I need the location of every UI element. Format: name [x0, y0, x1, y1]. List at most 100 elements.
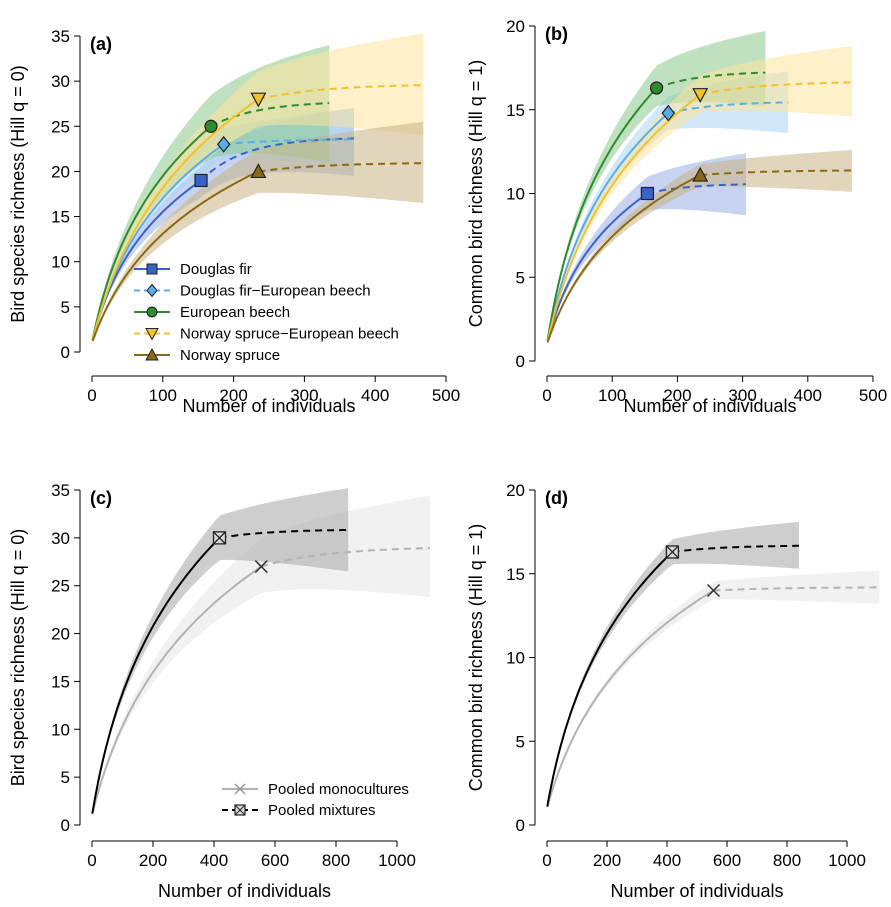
- legend-2: Pooled monocultures Pooled mixtures: [222, 781, 409, 819]
- x-tick-label: 800: [322, 851, 350, 870]
- x-axis-label: Number of individuals: [158, 881, 331, 901]
- x-tick-label: 200: [663, 386, 691, 405]
- ci-band-0: [92, 495, 430, 815]
- y-tick-label: 25: [51, 117, 70, 136]
- chart-panel-0: 0 5 10 15 20 25 30 35 0 100 200 300 400 500 Number of …: [8, 27, 460, 416]
- series-line-1: [91, 537, 221, 814]
- legend-marker-2: [146, 306, 158, 318]
- x-tick-label: 0: [87, 386, 96, 405]
- x-tick-label: 400: [653, 851, 681, 870]
- y-tick-label: 15: [506, 565, 525, 584]
- legend-marker-0-b: [234, 783, 246, 795]
- series-extrapolation-3: [258, 84, 424, 101]
- series-line-1: [546, 112, 669, 341]
- x-tick-label: 100: [149, 386, 177, 405]
- x-tick-label: 100: [598, 386, 626, 405]
- axes: 0 5 10 15 20 25 30 35 0 100 200 300 400 500 Number of …: [8, 27, 460, 416]
- y-tick-label: 15: [51, 208, 70, 227]
- legend-marker-1: [146, 283, 158, 298]
- x-tick-label: 0: [87, 851, 96, 870]
- series-line-2: [91, 125, 212, 340]
- observed-point-3: [692, 88, 709, 103]
- legend-marker-1-b: [234, 804, 246, 816]
- observed-point-1: [212, 531, 227, 545]
- observed-point-1: [665, 545, 680, 559]
- legend-label-1: Douglas fir−European beech: [180, 283, 371, 300]
- y-tick-label: 10: [51, 720, 70, 739]
- observed-point-0: [254, 560, 268, 574]
- x-tick-label: 500: [432, 386, 460, 405]
- y-tick-label: 5: [61, 768, 70, 787]
- series-extrapolation-1: [223, 138, 354, 146]
- series-line-4: [91, 170, 259, 342]
- y-axis-label: Bird species richness (Hill q = 0): [8, 529, 28, 787]
- x-tick-label: 400: [794, 386, 822, 405]
- x-tick-label: 400: [200, 851, 228, 870]
- series-extrapolation-0: [200, 137, 355, 182]
- y-tick-label: 35: [51, 481, 70, 500]
- ci-band-1: [92, 488, 349, 814]
- y-tick-label: 30: [51, 72, 70, 91]
- y-axis-label: Common bird richness (Hill q = 1): [466, 524, 486, 792]
- x-tick-label: 600: [713, 851, 741, 870]
- x-axis-label: Number of individuals: [182, 396, 355, 416]
- y-axis-label: Bird species richness (Hill q = 0): [8, 65, 28, 323]
- observed-point-1: [216, 135, 231, 153]
- series-extrapolation-4: [258, 162, 424, 173]
- x-tick-label: 0: [542, 386, 551, 405]
- series-extrapolation-1: [672, 544, 799, 553]
- series-extrapolation-0: [647, 183, 746, 195]
- chart-panel-2: 0 5 10 15 20 25 30 35 0 200 400 600 800 1000 Number of…: [8, 481, 430, 901]
- series-line-3: [91, 98, 259, 341]
- y-tick-label: 20: [506, 17, 525, 36]
- series-line-2: [546, 87, 658, 341]
- observed-point-4: [692, 166, 709, 182]
- panel-label: (c): [90, 488, 112, 508]
- axes: 0 5 10 15 20 25 30 35 0 200 400 600 800 1000 Number of…: [8, 481, 416, 901]
- observed-point-4: [250, 163, 267, 179]
- x-tick-label: 0: [542, 851, 551, 870]
- panel-label: (a): [90, 34, 112, 54]
- series-extrapolation-4: [700, 169, 853, 177]
- y-tick-label: 10: [506, 185, 525, 204]
- series-extrapolation-0: [713, 586, 880, 592]
- x-tick-label: 200: [593, 851, 621, 870]
- panel-label: (b): [545, 24, 568, 44]
- y-tick-label: 30: [51, 529, 70, 548]
- x-tick-label: 1000: [828, 851, 866, 870]
- observed-point-0: [194, 173, 208, 188]
- series-line-0: [546, 589, 715, 808]
- y-tick-label: 35: [51, 27, 70, 46]
- ci-band-1: [547, 521, 799, 807]
- series-extrapolation-0: [261, 547, 430, 568]
- ci-band-0: [547, 153, 746, 342]
- x-tick-label: 200: [139, 851, 167, 870]
- x-tick-label: 400: [361, 386, 389, 405]
- series-line-1: [546, 551, 674, 807]
- series-line-4: [546, 174, 701, 343]
- legend-label-0: Pooled monocultures: [268, 781, 409, 798]
- y-tick-label: 20: [51, 162, 70, 181]
- x-tick-label: 600: [261, 851, 289, 870]
- observed-point-0: [706, 583, 721, 598]
- x-tick-label: 300: [290, 386, 318, 405]
- x-axis-label: Number of individuals: [623, 396, 796, 416]
- observed-point-3: [250, 92, 267, 108]
- x-axis-label: Number of individuals: [610, 881, 783, 901]
- y-axis-label: Common bird richness (Hill q = 1): [466, 60, 486, 328]
- y-tick-label: 15: [506, 101, 525, 120]
- y-tick-label: 5: [516, 268, 525, 287]
- series-extrapolation-1: [219, 528, 349, 539]
- y-tick-label: 0: [516, 352, 525, 371]
- x-tick-label: 1000: [378, 851, 416, 870]
- legend-marker-3: [145, 328, 159, 341]
- observed-point-2: [204, 119, 218, 133]
- y-tick-label: 15: [51, 672, 70, 691]
- observed-point-0: [640, 186, 655, 201]
- y-tick-label: 0: [61, 816, 70, 835]
